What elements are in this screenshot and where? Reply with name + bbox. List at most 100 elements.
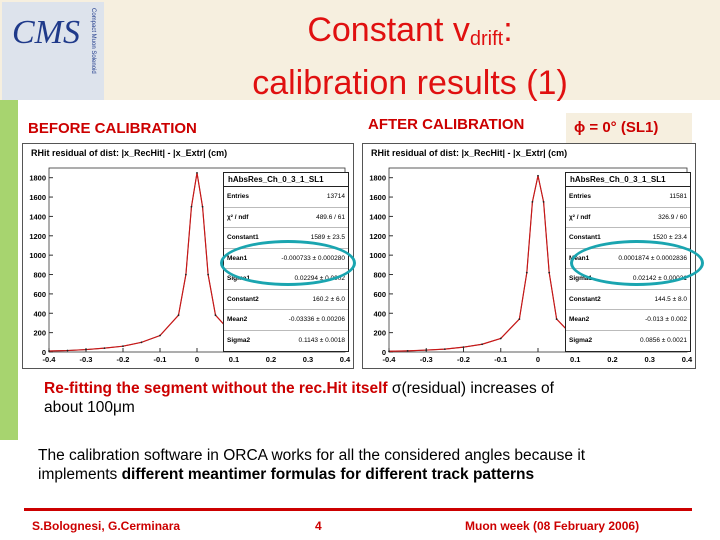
data-point bbox=[159, 334, 161, 337]
y-tick-label: 1600 bbox=[29, 193, 46, 202]
data-point bbox=[537, 174, 539, 177]
stats-value: 326.9 / 60 bbox=[658, 213, 687, 221]
x-tick-label: -0.4 bbox=[383, 355, 397, 364]
data-point bbox=[122, 345, 124, 348]
highlight-ellipse-before bbox=[220, 240, 356, 286]
stats-value: 11581 bbox=[669, 193, 687, 201]
stats-key: Mean2 bbox=[227, 316, 248, 324]
stats-row: χ² / ndf 326.9 / 60 bbox=[566, 208, 690, 228]
x-tick-label: 0.4 bbox=[682, 355, 693, 364]
data-point bbox=[185, 273, 187, 276]
stats-row: Mean2 -0.03336 ± 0.00206 bbox=[224, 310, 348, 331]
x-tick-label: 0 bbox=[536, 355, 540, 364]
stats-value: -0.03336 ± 0.00206 bbox=[288, 316, 345, 324]
data-point bbox=[542, 200, 545, 203]
x-tick-label: 0.1 bbox=[229, 355, 239, 364]
stats-row: Entries 13714 bbox=[224, 187, 348, 208]
x-tick-label: 0 bbox=[195, 355, 199, 364]
data-point bbox=[214, 314, 217, 317]
stats-key: Constant1 bbox=[227, 234, 259, 242]
footer-page-number: 4 bbox=[315, 519, 322, 533]
y-tick-label: 1200 bbox=[369, 232, 386, 241]
stats-key: χ² / ndf bbox=[569, 213, 591, 221]
data-point bbox=[66, 349, 69, 352]
stats-key: Mean2 bbox=[569, 316, 590, 324]
data-point bbox=[525, 271, 528, 274]
plot-title: RHit residual of dist: |x_RecHit| - |x_E… bbox=[371, 148, 567, 158]
stats-key: Entries bbox=[569, 193, 592, 201]
data-point bbox=[207, 273, 210, 276]
stats-value: 0.0856 ± 0.0021 bbox=[640, 337, 687, 345]
stats-key: Sigma2 bbox=[569, 337, 593, 345]
footer-event: Muon week (08 February 2006) bbox=[465, 519, 640, 533]
y-tick-label: 1800 bbox=[29, 174, 46, 183]
y-tick-label: 600 bbox=[33, 290, 46, 299]
data-point bbox=[140, 341, 143, 344]
data-point bbox=[531, 200, 534, 203]
data-point bbox=[48, 350, 50, 352]
logo-text: CMS bbox=[12, 14, 80, 51]
data-point bbox=[196, 171, 198, 174]
y-tick-label: 800 bbox=[33, 271, 46, 280]
phi-angle-label: ϕ = 0° (SL1) bbox=[566, 113, 692, 147]
stats-title: hAbsRes_Ch_0_3_1_SL1 bbox=[566, 173, 690, 187]
orca-note: The calibration software in ORCA works f… bbox=[38, 447, 586, 483]
refit-note: Re-fitting the segment without the rec.H… bbox=[44, 380, 554, 416]
cms-logo: CMS Compact Muon Solenoid bbox=[2, 2, 104, 100]
x-tick-label: 0.3 bbox=[303, 355, 313, 364]
x-tick-label: 0.4 bbox=[340, 355, 351, 364]
plot-title: RHit residual of dist: |x_RecHit| - |x_E… bbox=[31, 148, 227, 158]
x-tick-label: -0.4 bbox=[43, 355, 57, 364]
stats-value: 489.6 / 61 bbox=[316, 213, 345, 221]
stats-row: Mean2 -0.013 ± 0.002 bbox=[566, 310, 690, 331]
stats-value: -0.013 ± 0.002 bbox=[645, 316, 687, 324]
left-accent-bar bbox=[0, 100, 18, 440]
footer-rule bbox=[24, 508, 692, 511]
y-tick-label: 200 bbox=[373, 329, 386, 338]
stats-row: Constant2 144.5 ± 8.0 bbox=[566, 290, 690, 310]
data-point bbox=[201, 205, 204, 208]
stats-key: Constant2 bbox=[569, 295, 601, 303]
stats-value: 1589 ± 23.5 bbox=[310, 234, 345, 242]
stats-key: Entries bbox=[227, 193, 250, 201]
y-tick-label: 1400 bbox=[369, 212, 386, 221]
stats-row: Constant2 160.2 ± 6.0 bbox=[224, 290, 348, 310]
stats-title: hAbsRes_Ch_0_3_1_SL1 bbox=[224, 173, 348, 187]
data-point bbox=[190, 205, 193, 208]
x-tick-label: 0.2 bbox=[266, 355, 276, 364]
y-tick-label: 400 bbox=[33, 309, 46, 318]
data-point bbox=[499, 337, 502, 340]
before-calibration-label: BEFORE CALIBRATION bbox=[28, 120, 197, 137]
y-tick-label: 600 bbox=[373, 290, 386, 299]
data-point bbox=[548, 271, 551, 274]
stats-value: 1520 ± 23.4 bbox=[652, 234, 687, 242]
data-point bbox=[103, 347, 106, 350]
plot-svg: RHit residual of dist: |x_RecHit| - |x_E… bbox=[29, 148, 351, 364]
x-tick-label: -0.2 bbox=[117, 355, 130, 364]
after-calibration-label: AFTER CALIBRATION bbox=[368, 116, 525, 133]
highlight-ellipse-after bbox=[570, 240, 704, 286]
data-point bbox=[85, 348, 87, 351]
stats-value: 160.2 ± 6.0 bbox=[312, 295, 345, 303]
x-tick-label: -0.3 bbox=[80, 355, 93, 364]
stats-key: Sigma1 bbox=[569, 275, 593, 283]
stats-row: Entries 11581 bbox=[566, 187, 690, 208]
data-point bbox=[462, 346, 465, 349]
data-point bbox=[177, 314, 180, 317]
x-tick-label: -0.2 bbox=[457, 355, 470, 364]
y-tick-label: 0 bbox=[42, 348, 46, 357]
x-tick-label: -0.3 bbox=[420, 355, 433, 364]
stats-key: Sigma2 bbox=[227, 337, 251, 345]
x-tick-label: -0.1 bbox=[154, 355, 167, 364]
y-tick-label: 1600 bbox=[369, 193, 386, 202]
data-point bbox=[481, 343, 484, 346]
slide-title-line2: calibration results (1) bbox=[252, 64, 568, 102]
y-tick-label: 800 bbox=[373, 271, 386, 280]
data-point bbox=[518, 318, 521, 320]
logo-vertical-text: Compact Muon Solenoid bbox=[90, 8, 96, 74]
y-tick-label: 1800 bbox=[369, 174, 386, 183]
data-point bbox=[406, 349, 409, 352]
stats-key: Constant2 bbox=[227, 295, 259, 303]
x-tick-label: -0.1 bbox=[494, 355, 507, 364]
slide-title: Constant vdrift: calibration results (1) bbox=[110, 8, 710, 105]
